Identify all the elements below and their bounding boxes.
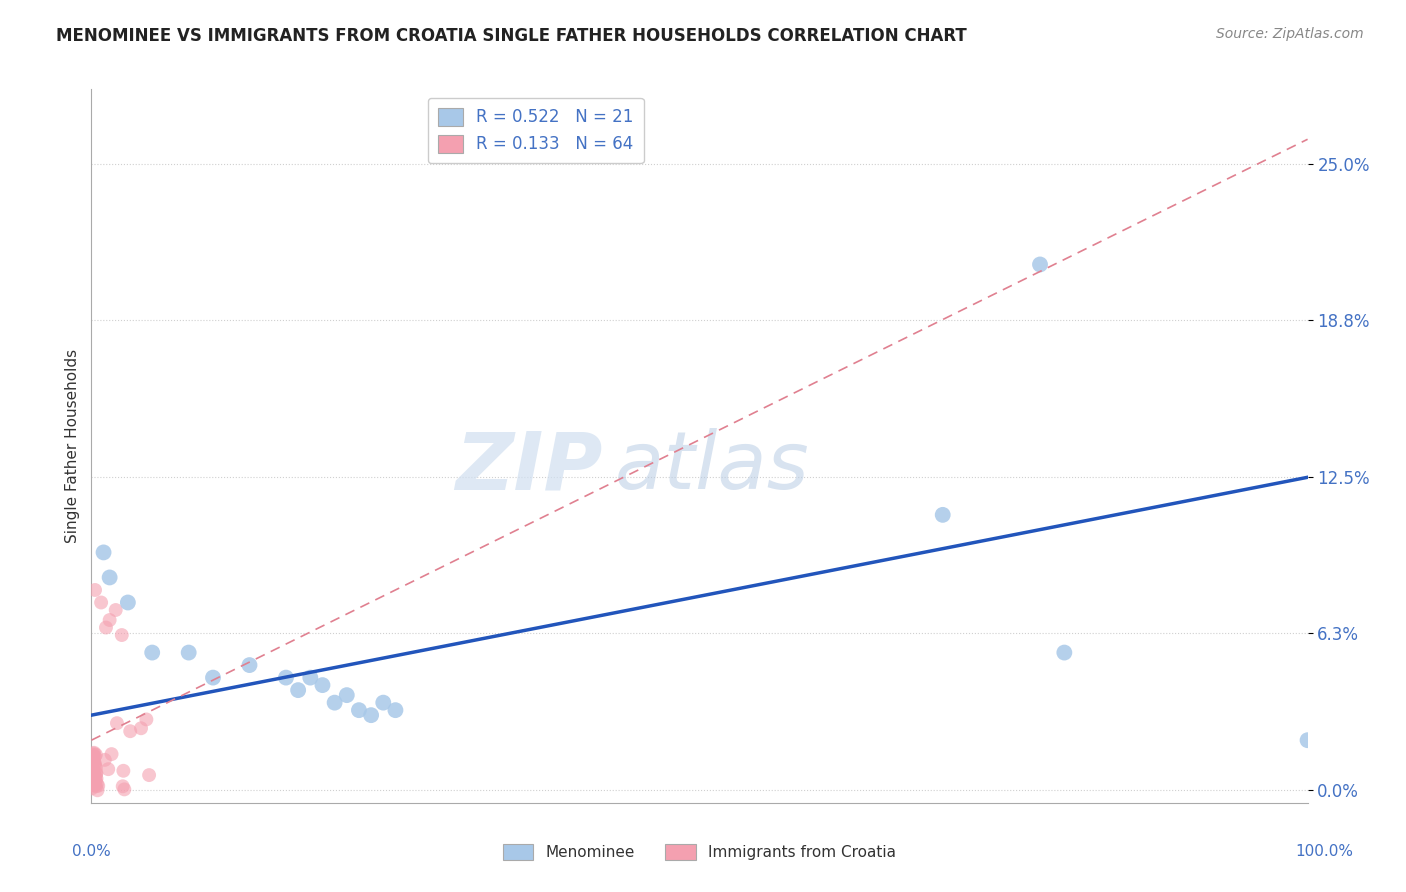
Point [93, 545, 115, 559]
Point [311, 678, 333, 692]
Point [82, 747, 104, 762]
Point [384, 703, 406, 717]
Point [82, 756, 104, 771]
Point [83, 767, 105, 781]
Point [177, 646, 200, 660]
Point [135, 713, 157, 727]
Point [83, 778, 105, 792]
Text: MENOMINEE VS IMMIGRANTS FROM CROATIA SINGLE FATHER HOUSEHOLDS CORRELATION CHART: MENOMINEE VS IMMIGRANTS FROM CROATIA SIN… [56, 27, 967, 45]
Point [86, 777, 108, 791]
Point [98, 613, 121, 627]
Point [80, 748, 103, 763]
Text: ZIP: ZIP [454, 428, 602, 507]
Point [347, 703, 370, 717]
Point [141, 646, 163, 660]
Point [112, 764, 135, 778]
Point [373, 696, 395, 710]
Point [84, 759, 107, 773]
Point [94, 753, 117, 767]
Point [323, 696, 346, 710]
Point [94, 621, 117, 635]
Point [86, 772, 108, 786]
Point [80, 771, 103, 785]
Point [105, 716, 128, 731]
Point [84, 779, 107, 793]
Point [84, 770, 107, 784]
Point [83, 773, 105, 788]
Point [86, 783, 108, 797]
Point [1029, 257, 1052, 271]
Point [84, 582, 107, 597]
Point [82, 772, 104, 786]
Point [82, 770, 104, 784]
Point [100, 747, 122, 761]
Point [138, 768, 160, 782]
Point [84, 747, 107, 762]
Y-axis label: Single Father Households: Single Father Households [65, 349, 80, 543]
Point [80, 781, 103, 796]
Point [84, 766, 107, 780]
Point [86, 766, 108, 780]
Point [83, 754, 105, 768]
Point [83, 749, 105, 764]
Point [129, 721, 152, 735]
Point [274, 671, 297, 685]
Point [202, 671, 225, 685]
Text: atlas: atlas [614, 428, 808, 507]
Point [83, 756, 105, 770]
Point [98, 570, 121, 584]
Point [83, 757, 105, 772]
Point [299, 671, 322, 685]
Point [83, 746, 105, 760]
Point [80, 769, 103, 783]
Point [80, 772, 103, 786]
Point [84, 779, 107, 793]
Point [82, 767, 104, 781]
Point [82, 750, 104, 764]
Point [117, 595, 139, 609]
Point [82, 751, 104, 765]
Point [112, 782, 135, 797]
Point [84, 761, 107, 775]
Point [90, 595, 112, 609]
Text: 0.0%: 0.0% [72, 845, 111, 859]
Text: Source: ZipAtlas.com: Source: ZipAtlas.com [1216, 27, 1364, 41]
Point [931, 508, 953, 522]
Point [238, 658, 260, 673]
Point [287, 683, 309, 698]
Point [87, 779, 110, 793]
Point [360, 708, 382, 723]
Point [111, 628, 134, 642]
Point [104, 603, 127, 617]
Point [1296, 733, 1319, 747]
Point [84, 773, 107, 788]
Point [336, 688, 359, 702]
Point [80, 764, 103, 779]
Point [82, 778, 104, 792]
Point [83, 773, 105, 788]
Point [82, 747, 104, 761]
Point [120, 724, 142, 739]
Point [111, 779, 134, 793]
Point [1053, 646, 1076, 660]
Text: 100.0%: 100.0% [1295, 845, 1354, 859]
Legend: Menominee, Immigrants from Croatia: Menominee, Immigrants from Croatia [496, 838, 903, 866]
Point [97, 762, 120, 776]
